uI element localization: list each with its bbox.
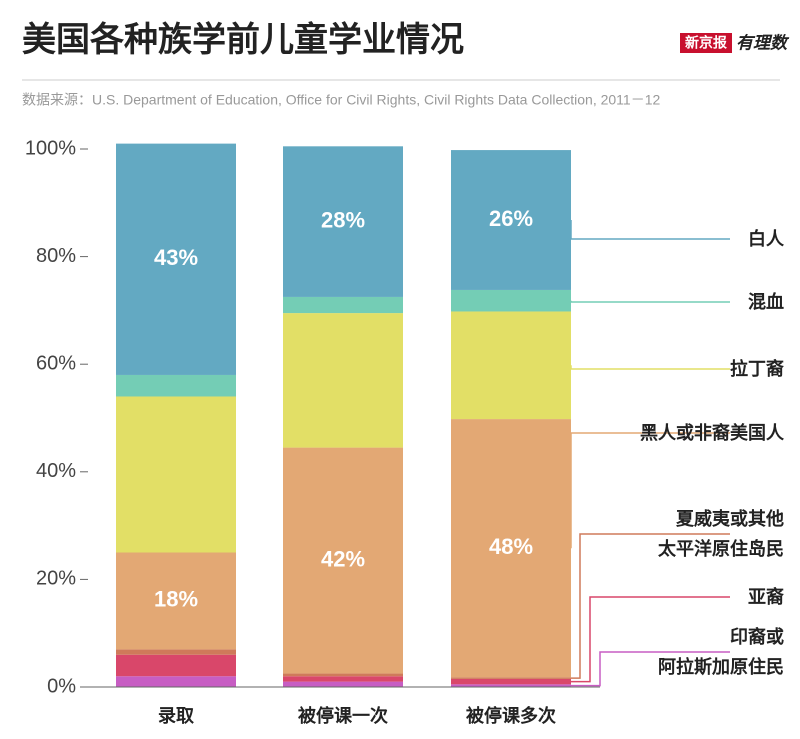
bar-segment <box>283 676 403 682</box>
bar-segment <box>283 146 403 297</box>
y-tick-label: 80% <box>36 245 76 267</box>
bar-segment <box>283 296 403 314</box>
legend-label: 黑人或非裔美国人 <box>640 423 784 443</box>
bar-segment <box>116 654 236 677</box>
brand-box <box>680 33 732 53</box>
bar-segment <box>451 311 571 420</box>
leader-line <box>570 432 730 549</box>
bar-segment <box>116 143 236 375</box>
leader-line <box>571 596 730 683</box>
brand-paper: 新京报 <box>685 35 727 51</box>
bar-segment <box>116 374 236 397</box>
legend-label: 白人 <box>748 229 784 249</box>
bar-segment <box>451 150 571 290</box>
y-tick-label: 0% <box>47 675 76 697</box>
data-label: 42% <box>321 546 365 571</box>
legend-label: 拉丁裔 <box>730 359 784 379</box>
x-tick-label: 被停课一次 <box>298 705 388 726</box>
bar-segment <box>283 313 403 448</box>
y-tick-label: 60% <box>36 352 76 374</box>
y-tick-label: 40% <box>36 460 76 482</box>
data-label: 26% <box>489 206 533 231</box>
bar-segment <box>283 447 403 674</box>
bar-segment <box>283 681 403 687</box>
data-label: 43% <box>154 245 198 270</box>
data-label: 48% <box>489 534 533 559</box>
y-tick-label: 20% <box>36 568 76 590</box>
data-label: 28% <box>321 207 365 232</box>
source: 数据来源：U.S. Department of Education, Offic… <box>22 92 660 108</box>
bar-segment <box>283 673 403 677</box>
bar-segment <box>116 552 236 650</box>
bar-segment <box>116 676 236 687</box>
legend-label: 混血 <box>748 292 784 312</box>
x-tick-label: 被停课多次 <box>466 705 556 726</box>
leader-line <box>570 365 730 370</box>
legend-label: 印裔或 阿拉斯加原住民 <box>658 627 784 677</box>
data-label: 18% <box>154 587 198 612</box>
x-tick-label: 录取 <box>158 706 195 726</box>
bar-segment <box>451 419 571 678</box>
bar-segment <box>451 678 571 685</box>
legend-label: 亚裔 <box>748 587 784 607</box>
leader-line <box>570 220 730 240</box>
bar-segment <box>451 677 571 679</box>
bar-segment <box>451 684 571 687</box>
chart-title: 美国各种族学前儿童学业情况 <box>22 20 464 59</box>
bar-segment <box>451 289 571 312</box>
leader-line <box>570 300 730 303</box>
legend-label: 夏威夷或其他 太平洋原住岛民 <box>658 509 784 559</box>
leader-line <box>571 651 730 687</box>
leader-line <box>571 533 730 679</box>
bar-segment <box>116 396 236 553</box>
y-tick-label: 100% <box>25 137 76 159</box>
brand-column: 有理数 <box>736 33 790 52</box>
bar-segment <box>116 649 236 655</box>
